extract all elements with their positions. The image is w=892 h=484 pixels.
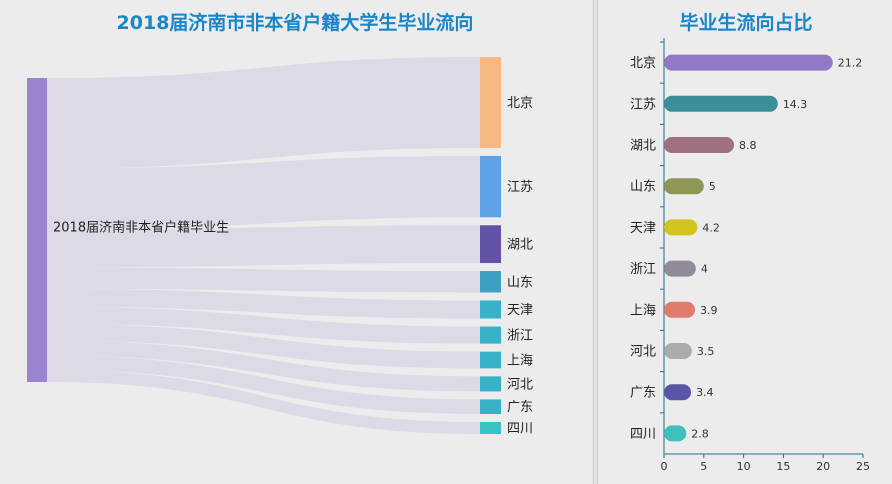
y-tick-label-4: 天津 xyxy=(630,221,656,236)
sankey-link-4 xyxy=(47,288,480,319)
y-tick-label-5: 浙江 xyxy=(630,262,656,277)
x-tick-label-3: 15 xyxy=(776,460,790,473)
y-tick-label-9: 四川 xyxy=(630,427,656,442)
sankey-panel: 2018届济南市非本省户籍大学生毕业流向 北京江苏湖北山东天津浙江上海河北广东四… xyxy=(27,12,533,436)
sankey-source-node xyxy=(27,78,47,382)
x-tick-label-1: 5 xyxy=(700,460,707,473)
y-tick-label-6: 上海 xyxy=(630,303,656,318)
bar-value-label-6: 3.9 xyxy=(700,304,718,317)
sankey-target-node-2 xyxy=(480,225,501,264)
y-tick-label-7: 河北 xyxy=(630,345,656,360)
sankey-source-label: 2018届济南非本省户籍毕业生 xyxy=(53,220,229,236)
bar-6 xyxy=(664,301,696,318)
y-tick-label-0: 北京 xyxy=(630,56,656,71)
sankey-target-label-2: 湖北 xyxy=(507,238,533,253)
bar-value-label-7: 3.5 xyxy=(697,345,715,358)
panel-divider xyxy=(593,0,598,484)
bar-value-label-4: 4.2 xyxy=(702,221,720,234)
y-tick-label-2: 湖北 xyxy=(630,139,656,154)
bar-0 xyxy=(664,54,833,71)
sankey-target-node-7 xyxy=(480,376,501,392)
sankey-target-label-8: 广东 xyxy=(507,400,533,415)
bar-value-label-0: 21.2 xyxy=(838,57,863,70)
sankey-link-8 xyxy=(47,355,480,414)
sankey-target-label-3: 山东 xyxy=(507,275,533,290)
bar-1 xyxy=(664,95,778,112)
bar-value-label-1: 14.3 xyxy=(783,98,808,111)
bar-4 xyxy=(664,219,698,236)
sankey-link-1 xyxy=(47,155,480,230)
x-tick-label-5: 25 xyxy=(856,460,870,473)
sankey-target-node-5 xyxy=(480,326,501,344)
sankey-links xyxy=(47,57,480,434)
bar-3 xyxy=(664,178,704,195)
bar-value-label-8: 3.4 xyxy=(696,386,714,399)
x-tick-label-2: 10 xyxy=(737,460,751,473)
bar-7 xyxy=(664,343,692,359)
sankey-link-0 xyxy=(47,57,480,169)
bar-panel: 毕业生流向占比 0 5 10 15 20 25 北京 21.2 江苏 14.3 湖北 8.8 山东 5 天津… xyxy=(600,0,892,484)
sankey-link-6 xyxy=(47,323,480,369)
y-tick-label-1: 江苏 xyxy=(630,96,656,112)
bar-value-label-3: 5 xyxy=(709,180,716,193)
sankey-target-node-3 xyxy=(480,271,501,293)
bar-chart: 0 5 10 15 20 25 北京 21.2 江苏 14.3 湖北 8.8 山东 5 天津 4.2 浙江 4 上海… xyxy=(630,38,870,473)
sankey-target-node-1 xyxy=(480,155,501,218)
sankey-link-9 xyxy=(47,370,480,434)
x-tick-label-4: 20 xyxy=(816,460,830,473)
sankey-link-2 xyxy=(47,225,480,268)
bar-title: 毕业生流向占比 xyxy=(679,12,813,34)
bar-8 xyxy=(664,384,692,401)
sankey-target-node-6 xyxy=(480,351,501,369)
bar-value-label-9: 2.8 xyxy=(691,427,709,440)
y-tick-label-3: 山东 xyxy=(630,180,656,195)
sankey-link-7 xyxy=(47,340,480,392)
sankey-target-label-7: 河北 xyxy=(507,377,533,392)
sankey-target-label-0: 北京 xyxy=(507,96,533,111)
bar-value-label-2: 8.8 xyxy=(739,139,757,152)
sankey-link-5 xyxy=(47,306,480,344)
sankey-target-node-4 xyxy=(480,300,501,319)
bar-value-label-5: 4 xyxy=(701,263,708,276)
sankey-target-node-0 xyxy=(480,57,501,148)
sankey-link-3 xyxy=(47,267,480,293)
sankey-target-label-1: 江苏 xyxy=(507,179,533,195)
sankey-target-label-9: 四川 xyxy=(507,421,533,436)
sankey-title: 2018届济南市非本省户籍大学生毕业流向 xyxy=(116,12,474,34)
sankey-target-label-4: 天津 xyxy=(507,303,533,318)
sankey-target-label-5: 浙江 xyxy=(507,329,533,344)
y-tick-label-8: 广东 xyxy=(630,386,656,401)
sankey-target-node-8 xyxy=(480,399,501,414)
sankey-target-node-9 xyxy=(480,421,501,434)
bar-2 xyxy=(664,137,735,153)
sankey-target-label-6: 上海 xyxy=(507,354,533,369)
bar-5 xyxy=(664,260,696,277)
bar-9 xyxy=(664,425,687,442)
x-tick-label-0: 0 xyxy=(661,460,668,473)
